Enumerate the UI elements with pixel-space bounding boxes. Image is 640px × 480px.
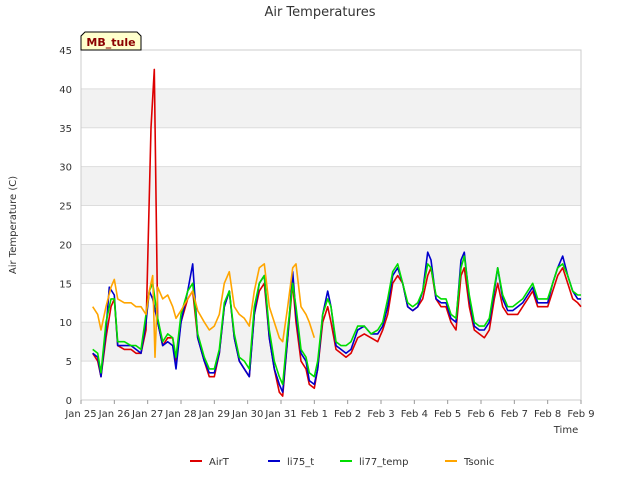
x-tick-label: Jan 30: [231, 409, 263, 420]
series-line-li77-temp: [92, 255, 581, 386]
series-line-airt: [92, 68, 582, 397]
x-axis-ticks: Jan 25 Jan 26 Jan 27 Jan 28 Jan 29 Jan 30 Jan …: [64, 400, 595, 420]
x-tick-label: Feb 9: [567, 409, 594, 420]
y-tick-label: 30: [59, 163, 72, 174]
x-tick-label: Jan 31: [264, 409, 296, 420]
legend-label: AirT: [209, 457, 230, 468]
y-tick-label: 15: [59, 279, 72, 290]
y-tick-label: 5: [66, 357, 72, 368]
x-tick-label: Feb 5: [434, 409, 461, 420]
y-tick-label: 45: [59, 46, 72, 57]
x-tick-label: Jan 29: [198, 409, 230, 420]
x-tick-label: Feb 6: [467, 409, 494, 420]
x-tick-label: Jan 25: [64, 409, 96, 420]
x-tick-label: Jan 26: [98, 409, 130, 420]
x-tick-label: Feb 2: [334, 409, 361, 420]
x-axis-label: Time: [553, 425, 578, 436]
site-label-badge: MB_tule: [80, 31, 142, 51]
y-tick-label: 10: [59, 318, 72, 329]
y-tick-label: 40: [59, 85, 72, 96]
y-tick-label: 25: [59, 202, 72, 213]
x-tick-label: Jan 27: [131, 409, 163, 420]
plot-band: [81, 88, 581, 128]
x-tick-label: Feb 1: [301, 409, 328, 420]
site-label-box: [80, 31, 142, 51]
legend: AirT li75_t li77_temp Tsonic: [190, 457, 494, 468]
y-axis-ticks: 0 5 10 15 20 25 30 35 40 45: [59, 46, 72, 407]
y-tick-label: 20: [59, 240, 72, 251]
y-tick-label: 0: [66, 396, 72, 407]
chart-title: Air Temperatures: [264, 5, 375, 20]
y-axis-label: Air Temperature (C): [8, 176, 19, 274]
series-line-tsonic: [92, 263, 316, 358]
site-label-text: MB_tule: [86, 36, 135, 49]
x-tick-label: Jan 28: [164, 409, 196, 420]
plot-frame: [80, 49, 582, 401]
x-tick-label: Feb 4: [401, 409, 428, 420]
plot-band: [81, 166, 581, 206]
series-layer: [92, 68, 582, 397]
x-tick-label: Feb 7: [501, 409, 528, 420]
plot-bands: [81, 88, 581, 362]
y-tick-label: 35: [59, 124, 72, 135]
plot-band: [81, 244, 581, 284]
legend-label: Tsonic: [463, 457, 494, 468]
x-tick-label: Feb 3: [367, 409, 394, 420]
legend-label: li75_t: [287, 457, 314, 468]
legend-label: li77_temp: [359, 457, 408, 468]
x-tick-label: Feb 8: [534, 409, 561, 420]
